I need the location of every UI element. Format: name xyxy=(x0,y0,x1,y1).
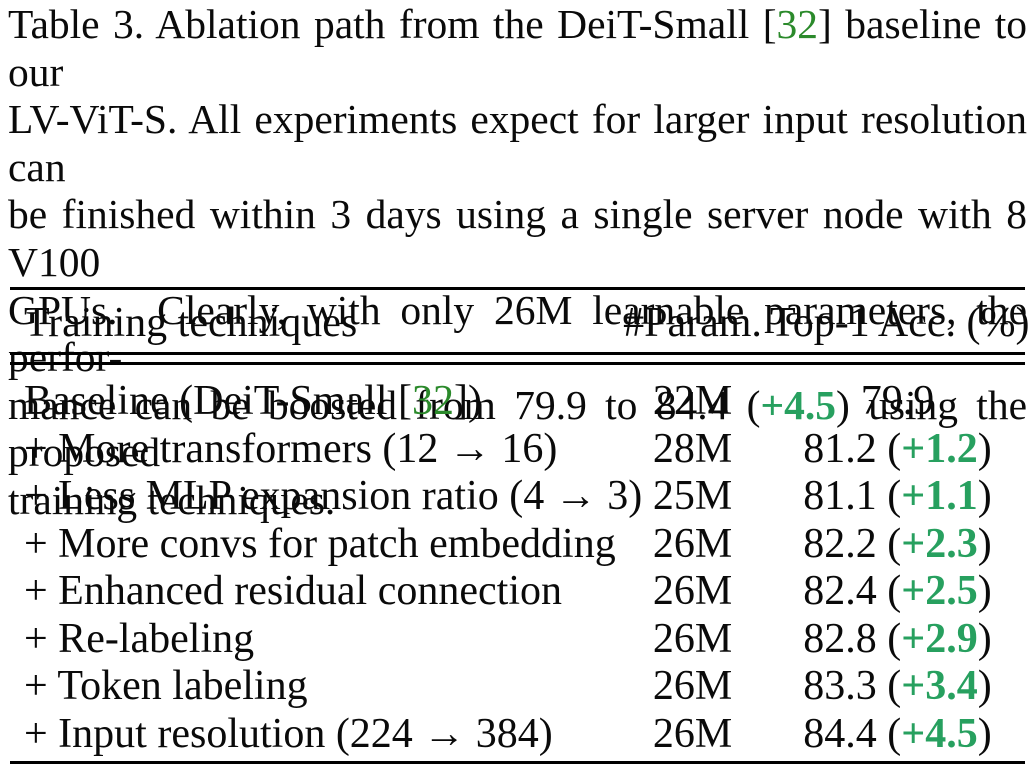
accuracy-cell: 81.2 (+1.2) xyxy=(770,426,1025,474)
accuracy-text: ) xyxy=(977,568,992,614)
technique-cell: + Re-labeling xyxy=(24,615,255,662)
accuracy-delta: +1.2 xyxy=(901,425,978,472)
accuracy-value: 81.2 ( xyxy=(803,425,902,472)
column-header-top1-acc: Top-1 Acc. (%) xyxy=(770,300,1030,346)
table-body: Baseline (DeiT-Small [32]) 22M 79.9 + Mo… xyxy=(10,378,1025,758)
accuracy-text: ) xyxy=(977,425,992,472)
table-row-more-transformers: + More transformers (12 → 16) 28M 81.2 (… xyxy=(10,426,1025,474)
table-row-token-labeling: + Token labeling 26M 83.3 (+3.4) xyxy=(10,663,1025,711)
technique-cell: + More convs for patch embedding xyxy=(24,520,616,567)
technique-cell: + More transformers (12 → 16) xyxy=(24,425,558,472)
accuracy-cell: 81.1 (+1.1) xyxy=(770,473,1025,521)
column-header-params: #Param. xyxy=(623,300,762,346)
accuracy-value: 82.2 ( xyxy=(803,520,902,567)
accuracy-delta: +2.5 xyxy=(901,568,978,614)
table-top-rule xyxy=(10,287,1025,290)
accuracy-value: 83.3 ( xyxy=(803,663,902,709)
caption-delta-highlight: +4.5 xyxy=(760,381,836,428)
params-cell: 26M xyxy=(652,568,733,614)
caption-line-5: mance can be boosted from 79.9 to 84.4 (… xyxy=(8,382,1027,477)
accuracy-text: ) xyxy=(977,663,992,709)
params-cell: 28M xyxy=(652,425,733,472)
table-bottom-rule xyxy=(10,761,1025,764)
technique-text: ]) xyxy=(454,378,483,424)
technique-text: Baseline (DeiT-Small [ xyxy=(24,378,413,424)
accuracy-text: ) xyxy=(977,615,992,662)
accuracy-delta: +3.4 xyxy=(901,663,978,709)
table-row-baseline: Baseline (DeiT-Small [32]) 22M 79.9 xyxy=(10,378,1025,426)
accuracy-delta: +4.5 xyxy=(901,710,978,757)
accuracy-cell: 79.9 xyxy=(770,378,1025,426)
table-header-row: Training techniques #Param. Top-1 Acc. (… xyxy=(10,299,1030,347)
citation-ref-32[interactable]: 32 xyxy=(776,1,819,47)
table-row-enhanced-residual: + Enhanced residual connection 26M 82.4 … xyxy=(10,568,1025,616)
column-header-training-techniques: Training techniques xyxy=(24,300,358,346)
technique-cell: + Token labeling xyxy=(24,663,308,709)
accuracy-delta: +2.9 xyxy=(901,615,978,662)
accuracy-delta: +2.3 xyxy=(901,520,978,567)
table-header-double-rule-bottom xyxy=(10,362,1025,365)
citation-ref-32[interactable]: 32 xyxy=(412,378,455,424)
table-row-input-resolution: + Input resolution (224 → 384) 26M 84.4 … xyxy=(10,711,1025,759)
table-row-relabeling: + Re-labeling 26M 82.8 (+2.9) xyxy=(10,616,1025,664)
accuracy-text: ) xyxy=(977,473,992,519)
accuracy-cell: 84.4 (+4.5) xyxy=(770,711,1025,759)
caption-text: Table 3. Ablation path from the DeiT-Sma… xyxy=(8,1,777,47)
caption-line-6: training techniques. xyxy=(8,476,336,523)
technique-cell: + Input resolution (224 → 384) xyxy=(24,710,553,757)
accuracy-text: ) xyxy=(977,710,992,757)
params-cell: 22M xyxy=(652,378,733,424)
technique-cell: + Enhanced residual connection xyxy=(24,568,562,614)
accuracy-value: 81.1 ( xyxy=(803,473,902,519)
params-cell: 26M xyxy=(652,663,733,709)
caption-text: mance can be boosted from 79.9 to 84.4 ( xyxy=(8,381,761,428)
caption-line-2: LV-ViT-S. All experiments expect for lar… xyxy=(8,96,1027,190)
accuracy-cell: 83.3 (+3.4) xyxy=(770,663,1025,711)
accuracy-cell: 82.4 (+2.5) xyxy=(770,568,1025,616)
accuracy-cell: 82.8 (+2.9) xyxy=(770,616,1025,664)
accuracy-text: ) xyxy=(977,520,992,567)
caption-line-1: Table 3. Ablation path from the DeiT-Sma… xyxy=(8,1,1027,96)
caption-text: ] baseline to our xyxy=(8,1,1027,95)
table-row-more-convs: + More convs for patch embedding 26M 82.… xyxy=(10,521,1025,569)
accuracy-value: 79.9 xyxy=(860,378,935,424)
caption-text: ) using the proposed xyxy=(8,381,1028,476)
table-caption: Table 3. Ablation path from the DeiT-Sma… xyxy=(8,1,1027,525)
caption-line-3: be finished within 3 days using a single… xyxy=(8,191,1027,285)
accuracy-value: 84.4 ( xyxy=(803,710,902,757)
table-header-double-rule-top xyxy=(10,352,1025,355)
params-cell: 26M xyxy=(652,520,733,567)
accuracy-delta: +1.1 xyxy=(901,473,978,519)
accuracy-value: 82.8 ( xyxy=(803,615,902,662)
technique-cell: + Less MLP expansion ratio (4 → 3) xyxy=(24,473,643,519)
params-cell: 26M xyxy=(652,710,733,757)
caption-line-4: GPUs. Clearly, with only 26M learnable p… xyxy=(8,286,1027,381)
params-cell: 25M xyxy=(652,473,733,519)
table-row-less-mlp-expansion: + Less MLP expansion ratio (4 → 3) 25M 8… xyxy=(10,473,1025,521)
params-cell: 26M xyxy=(652,615,733,662)
technique-cell: Baseline (DeiT-Small [32]) xyxy=(10,378,615,426)
accuracy-cell: 82.2 (+2.3) xyxy=(770,521,1025,569)
accuracy-value: 82.4 ( xyxy=(803,568,902,614)
